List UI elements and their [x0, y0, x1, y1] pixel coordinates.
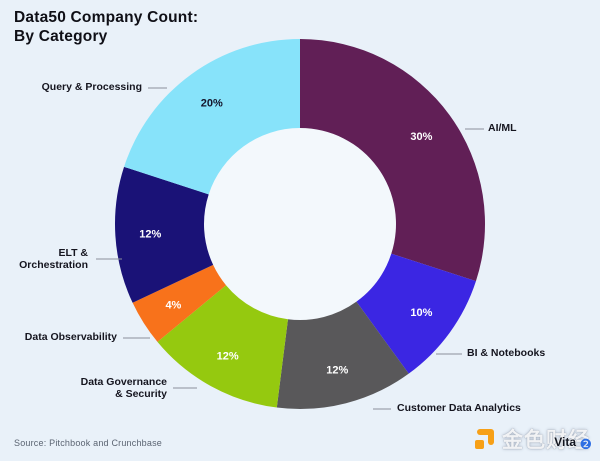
chart-title-line2: By Category [14, 28, 108, 45]
slice-query-processing [124, 39, 300, 195]
chart-title-line1: Data50 Company Count: [14, 9, 199, 26]
pct-label-data-observability: 4% [165, 299, 181, 311]
slice-data-observability [132, 264, 227, 342]
watermark-site-name: 金色财经 [502, 429, 590, 452]
slice-data-governance-security [157, 285, 288, 408]
donut-hole [203, 127, 397, 321]
watermark-badge-icon: ❷ [579, 436, 592, 452]
pct-label-customer-data-analytics: 12% [326, 364, 348, 376]
pct-label-ai-ml: 30% [410, 131, 432, 143]
category-label-customer-data-analytics: Customer Data Analytics [397, 402, 521, 414]
slice-elt-orchestration [114, 166, 214, 303]
jinse-watermark: 金色财经 Vita ❷ [474, 425, 592, 453]
category-label-bi-notebooks: BI & Notebooks [467, 347, 546, 359]
category-label-query-processing: Query & Processing [41, 81, 142, 93]
category-label-data-observability: Data Observability [24, 331, 117, 343]
chart-title: Data50 Company Count: By Category [14, 8, 198, 46]
pct-label-query-processing: 20% [201, 98, 223, 110]
source-attribution: Source: Pitchbook and Crunchbase [14, 438, 162, 448]
category-label-ai-ml: AI/ML [488, 122, 517, 134]
pct-label-elt-orchestration: 12% [139, 228, 161, 240]
slice-ai-ml [300, 39, 486, 282]
jinse-logo-icon [474, 427, 496, 451]
slice-customer-data-analytics [276, 301, 409, 409]
category-label-elt-orchestration: ELT & Orchestration [19, 247, 88, 271]
watermark-overlay-text: Vita [554, 435, 576, 449]
category-label-data-governance-security: Data Governance & Security [80, 376, 167, 400]
pct-label-data-governance-security: 12% [217, 350, 239, 362]
slice-bi-notebooks [356, 253, 476, 374]
pct-label-bi-notebooks: 10% [410, 307, 432, 319]
